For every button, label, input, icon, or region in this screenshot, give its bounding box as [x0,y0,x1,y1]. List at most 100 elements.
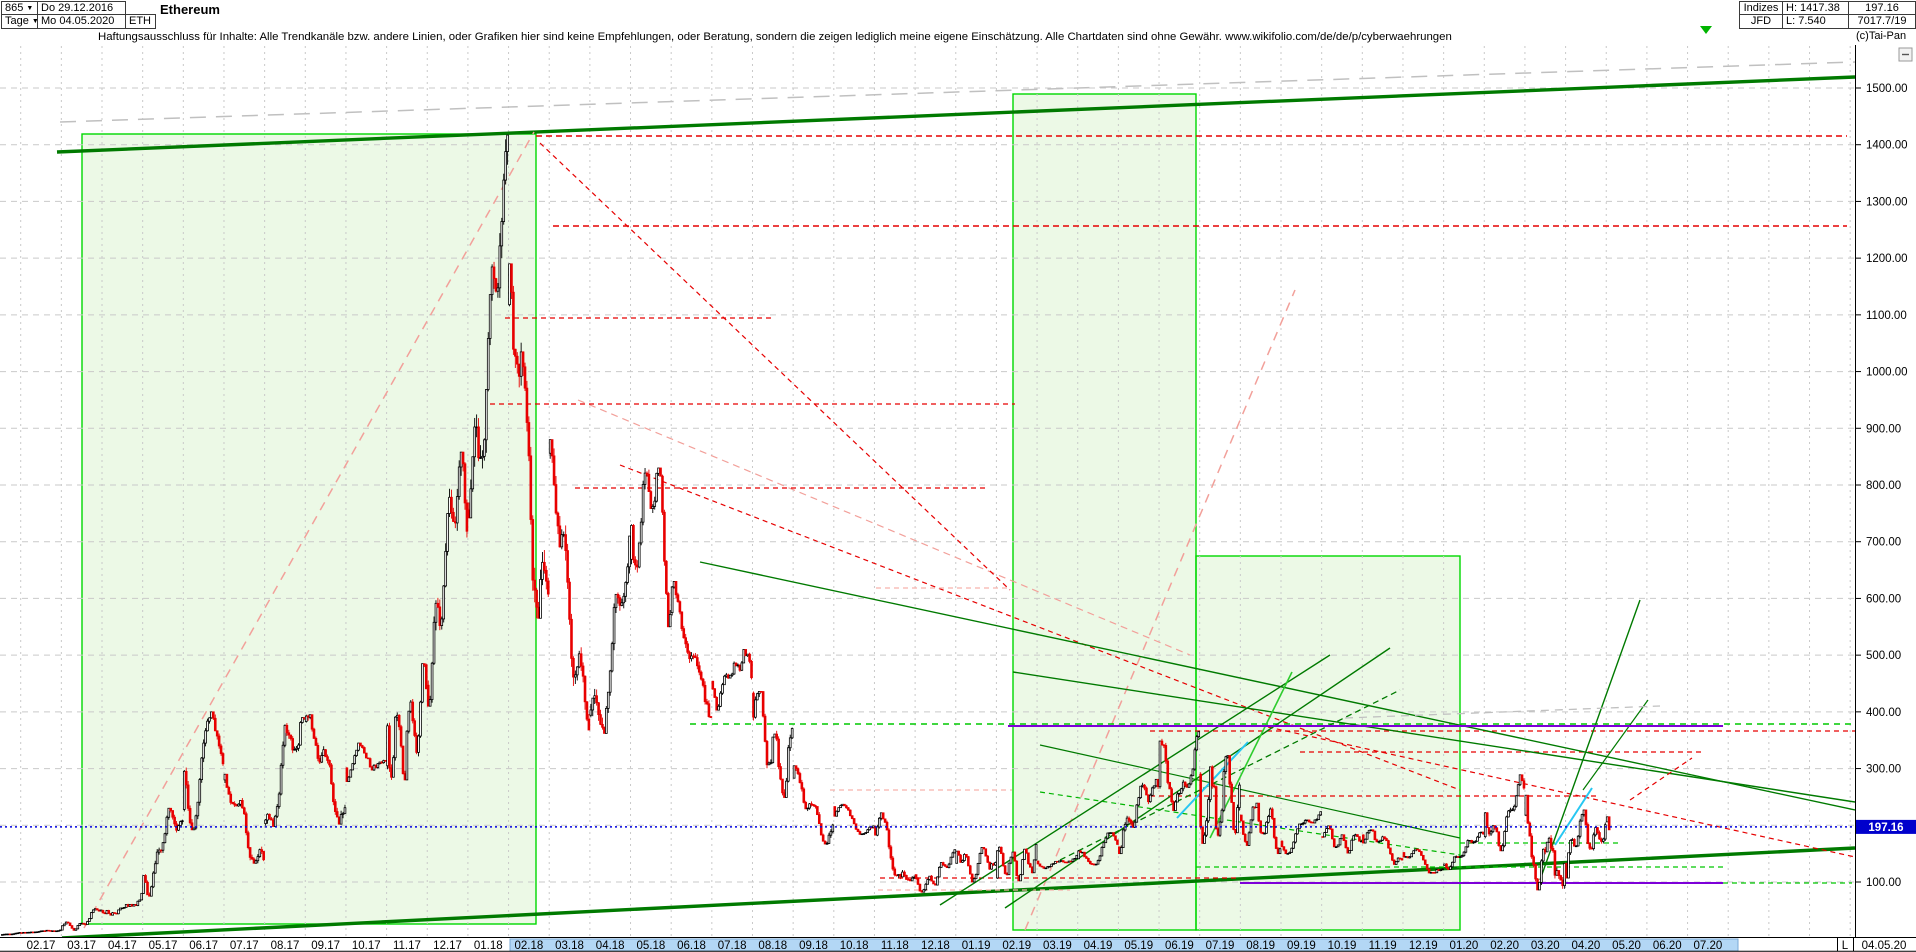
red-desc-late[interactable] [1267,726,1855,858]
date-axis-label: 02.19 [1002,940,1031,952]
candlesticks [1,134,1611,936]
price-axis-label: 700.00 [1866,537,1901,549]
date-axis-label: 03.19 [1043,940,1072,952]
date-axis-label: 07.17 [230,940,259,952]
date-axis-label: 06.17 [189,940,218,952]
date-axis-label: 03.20 [1531,940,1560,952]
disclaimer-text: Haftungsausschluss für Inhalte: Alle Tre… [98,31,1452,43]
date-axis-label: 03.18 [555,940,584,952]
start-date-cell[interactable]: Do 29.12.2016 [37,1,126,15]
date-axis-label: 08.18 [758,940,787,952]
price-axis-label: 900.00 [1866,423,1901,435]
dropdown-caret-icon: ▼ [32,18,37,25]
date-axis-label: 08.17 [271,940,300,952]
price-axis-label: 500.00 [1866,650,1901,662]
date-axis-label: 11.19 [1369,940,1397,952]
end-date-cell[interactable]: Mo 04.05.2020 [37,14,126,29]
date-axis-label: 10.18 [840,940,869,952]
date-axis-label: 12.19 [1409,940,1438,952]
feed-label: JFD [1750,15,1772,27]
date-axis-end-date: 04.05.20 [1862,940,1907,952]
date-axis-end-cell: L [1842,940,1849,952]
date-axis-label: 07.18 [718,940,747,952]
timeframe-value: Tage [5,15,29,27]
date-axis-label: 02.20 [1490,940,1519,952]
panel-collapse-icon[interactable] [1898,47,1913,62]
green-rise-steep-1[interactable] [939,654,1331,906]
price-axis-label: 1500.00 [1866,83,1908,95]
last-price-marker [1856,819,1916,834]
green-rise-2020-short[interactable] [1582,699,1649,791]
green-desc-fan[interactable] [1012,671,1855,803]
red-desc-mid[interactable] [619,464,1461,791]
range-high-value: H: 1417.38 [1786,2,1840,14]
date-axis-label: 09.19 [1287,940,1316,952]
trend-box-2019a[interactable] [1013,94,1196,930]
upper-channel-line[interactable] [56,75,1855,154]
salmon-rising-2017[interactable] [83,131,535,929]
date-axis-label: 01.19 [962,940,991,952]
range-low-value: L: 7.540 [1786,15,1826,27]
plot-area [0,46,1855,937]
date-axis-label: 04.19 [1084,940,1113,952]
bars-count-dropdown[interactable]: 865 ▼ [1,1,38,15]
price-axis-label: 600.00 [1866,593,1901,605]
cyan-support-2020[interactable] [1554,787,1593,846]
last-price-value: 197.16 [1865,2,1899,14]
date-axis-label: 04.18 [596,940,625,952]
green-desc-a[interactable] [699,561,1855,811]
salmon-rising-2019[interactable] [1024,289,1296,931]
start-date-value: Do 29.12.2016 [41,2,114,14]
range-high-cell: H: 1417.38 [1782,1,1849,15]
instrument-title: Ethereum [160,2,220,17]
date-axis-label: 10.19 [1328,940,1357,952]
green-desc-under-2019[interactable] [1039,744,1461,839]
copyright-label: (c)Tai-Pan [1856,30,1907,42]
date-axis[interactable]: 02.17 03.17 04.17 05.17 06.17 07.17 08.17 09.17… [0,937,1916,952]
dropdown-caret-icon: ▼ [26,5,34,12]
date-axis-label: 04.17 [108,940,137,952]
gray-upper-parallel[interactable] [59,61,1855,123]
last-price-marker-label: 197.16 [1868,822,1903,834]
date-axis-label: 10.17 [352,940,381,952]
red-rise-2020[interactable] [1629,757,1693,801]
gray-dash-short[interactable] [1344,705,1661,719]
price-axis-label: 100.00 [1866,877,1901,889]
price-axis-label: 1300.00 [1866,196,1908,208]
date-axis-label: 03.17 [67,940,96,952]
date-axis-label: 04.20 [1572,940,1601,952]
salmon-desc-2018[interactable] [577,399,1191,656]
date-axis-label: 12.18 [921,940,950,952]
date-axis-label: 07.19 [1206,940,1235,952]
date-axis-label: 07.20 [1693,940,1722,952]
date-axis-label: 06.20 [1653,940,1682,952]
date-axis-label: 06.19 [1165,940,1194,952]
trend-lines [56,61,1855,937]
price-axis-label: 1400.00 [1866,140,1908,152]
current-bar-marker-icon [1700,26,1712,34]
range-info-cell: 7017.7/19 [1848,14,1916,29]
symbol-cell[interactable]: ETH [125,14,156,29]
date-axis-label: 11.18 [881,940,909,952]
range-low-cell: L: 7.540 [1782,14,1849,29]
green-rise-steep-2[interactable] [1004,647,1391,909]
green-dash-desc-bottom[interactable] [1039,791,1461,856]
timeframe-dropdown[interactable]: Tage ▼ [1,14,38,29]
date-axis-label: 05.18 [636,940,665,952]
date-axis-label: 08.19 [1246,940,1275,952]
red-desc-from-peak[interactable] [539,142,1011,591]
date-axis-label: 09.18 [799,940,828,952]
price-axis-label: 300.00 [1866,764,1901,776]
date-axis-label: 06.18 [677,940,706,952]
date-axis-label: 01.20 [1450,940,1479,952]
info-group-label: Indizes [1743,2,1779,14]
trend-box-2017[interactable] [82,134,536,924]
range-info-value: 7017.7/19 [1857,15,1907,27]
date-axis-label: 01.18 [474,940,503,952]
date-axis-label: 02.18 [514,940,543,952]
last-price-cell: 197.16 [1848,1,1916,15]
trend-box-2019a-border[interactable] [1012,93,1197,931]
green-rise-2020-long[interactable] [1539,599,1641,881]
